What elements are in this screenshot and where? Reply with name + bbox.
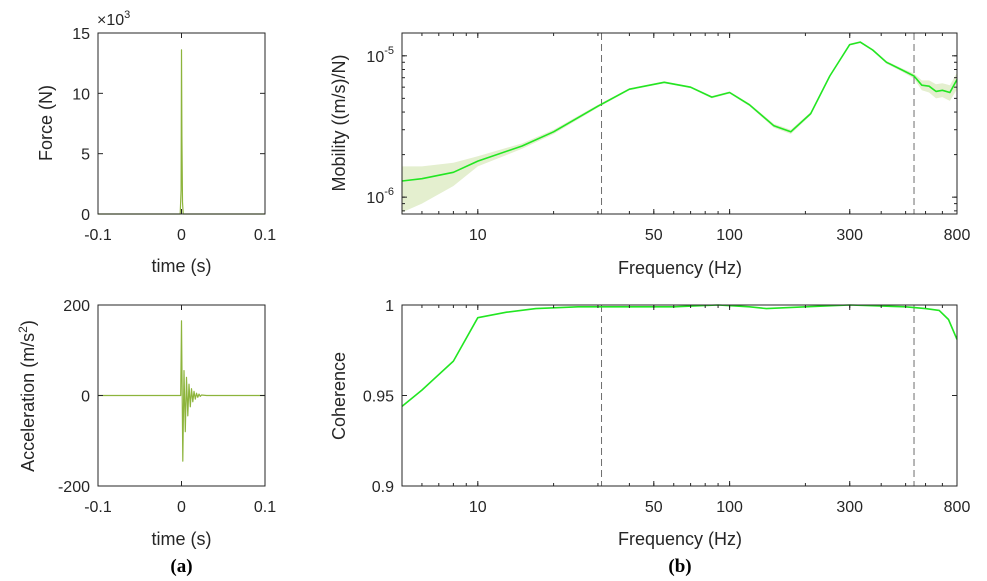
x-tick-label: 100 [716, 499, 743, 516]
y-tick-label: 10-6 [366, 186, 394, 207]
acceleration-y-label-sup: 2 [16, 326, 30, 333]
mobility-series-line [401, 41, 958, 182]
x-tick-label: 10 [469, 227, 487, 244]
acceleration-series-line [98, 320, 265, 462]
y-tick-label: 0.9 [372, 479, 394, 496]
coherence-x-label: Frequency (Hz) [618, 529, 742, 549]
x-tick-label: 10 [469, 499, 487, 516]
y-tick-label: 0 [81, 207, 90, 224]
acceleration-y-label: Acceleration (m/s2) [16, 320, 38, 472]
x-tick-label: 800 [944, 227, 971, 244]
x-tick-label: 0 [177, 499, 186, 516]
mobility-chart-ticks: 10 50 100 300 800 10-6 10-5 [366, 33, 970, 244]
y-tick-label: 15 [72, 26, 90, 43]
acceleration-chart-ticks: -0.1 0 0.1 -200 0 200 [58, 298, 276, 516]
y-tick-label: 5 [81, 147, 90, 164]
coherence-y-label: Coherence [329, 352, 349, 440]
x-tick-label: 0.1 [254, 227, 276, 244]
x-tick-label: 0.1 [254, 499, 276, 516]
mobility-chart-marks [401, 33, 958, 214]
x-tick-label: 800 [944, 499, 971, 516]
y-tick-label: 10 [72, 86, 90, 103]
force-y-label: Force (N) [36, 85, 56, 161]
force-y-multiplier: ×103 [97, 9, 130, 29]
coherence-series-line [401, 304, 958, 408]
coherence-chart: 10 50 100 300 800 0.9 0.95 1 Frequency (Hz) Coh… [329, 298, 970, 549]
force-series-line [98, 49, 265, 215]
x-tick-label: 0 [177, 227, 186, 244]
y-tick-label: 0 [81, 389, 90, 406]
x-tick-label: 100 [716, 227, 743, 244]
mobility-x-label: Frequency (Hz) [618, 258, 742, 278]
acceleration-y-label-main: Acceleration (m/s [18, 333, 38, 472]
y-tick-label: 10-5 [366, 45, 394, 66]
mobility-chart: 10 50 100 300 800 10-6 10-5 Frequency (Hz) Mob… [329, 32, 970, 278]
acceleration-x-label: time (s) [152, 529, 212, 549]
acceleration-chart: -0.1 0 0.1 -200 0 200 time (s) Acceleration (… [16, 298, 276, 549]
x-tick-label: 50 [645, 227, 663, 244]
y-tick-label: 1 [385, 298, 394, 315]
mobility-axes-box [401, 32, 958, 215]
coherence-axes-box [401, 304, 958, 487]
x-tick-label: -0.1 [84, 227, 112, 244]
mobility-y-label: Mobility ((m/s)/N) [329, 55, 349, 192]
y-tick-label: 200 [63, 298, 90, 315]
y-tick-label: -200 [58, 479, 90, 496]
force-chart: -0.1 0 0.1 0 5 10 15 ×103 time (s) Force (N) [36, 9, 276, 276]
panel-label-b: (b) [668, 556, 691, 577]
coherence-chart-ticks: 10 50 100 300 800 0.9 0.95 1 [363, 298, 971, 516]
x-tick-label: 50 [645, 499, 663, 516]
x-tick-label: 300 [836, 227, 863, 244]
mobility-confidence-band [402, 41, 957, 213]
acceleration-y-label-end: ) [18, 320, 38, 326]
panel-label-a: (a) [170, 556, 192, 577]
acceleration-chart-marks [98, 320, 265, 462]
force-x-label: time (s) [152, 256, 212, 276]
coherence-chart-marks [401, 304, 958, 486]
force-chart-ticks: -0.1 0 0.1 0 5 10 15 [72, 26, 276, 244]
x-tick-label: -0.1 [84, 499, 112, 516]
x-tick-label: 300 [836, 499, 863, 516]
y-tick-label: 0.95 [363, 389, 394, 406]
force-chart-marks [98, 49, 265, 215]
